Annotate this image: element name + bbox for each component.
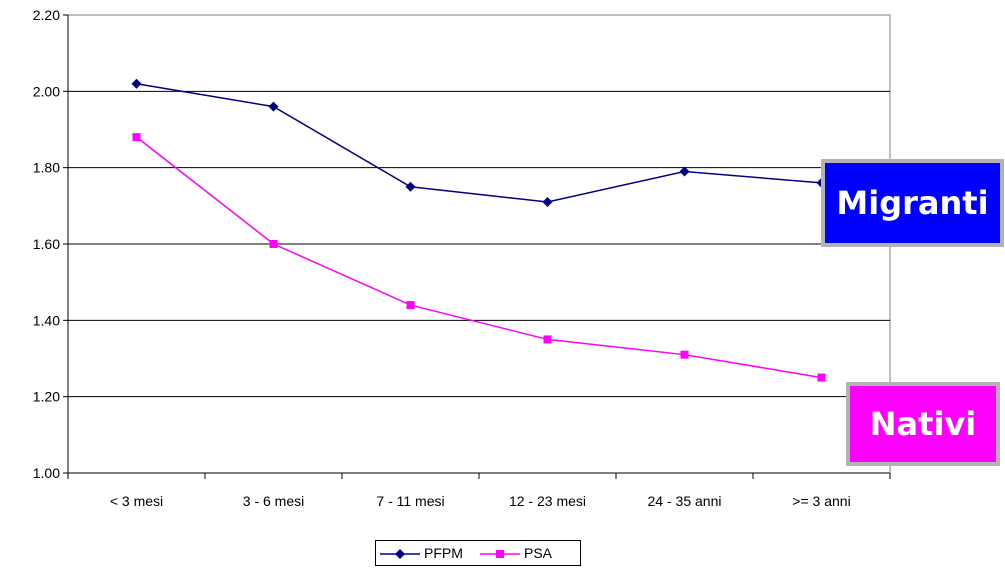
data-point-psa [680, 350, 689, 359]
legend-label-psa: PSA [524, 545, 553, 561]
x-tick-label: 7 - 11 mesi [376, 493, 444, 509]
legend: PFPM PSA [375, 540, 581, 566]
data-point-psa [543, 335, 552, 344]
y-tick-label: 1.20 [33, 389, 60, 405]
x-tick-label: 12 - 23 mesi [509, 493, 586, 509]
legend-label-pfpm: PFPM [424, 545, 463, 561]
x-tick-label: 24 - 35 anni [648, 493, 722, 509]
legend-marker-pfpm [395, 549, 405, 559]
y-tick-label: 2.20 [33, 7, 60, 23]
legend-marker-psa [496, 550, 504, 558]
data-point-pfpm [131, 78, 142, 89]
data-point-psa [269, 240, 278, 248]
y-tick-label: 2.00 [33, 83, 60, 99]
data-point-psa [132, 133, 141, 142]
callout-nativi: Nativi [846, 382, 1000, 466]
data-point-pfpm [542, 197, 553, 208]
series-line-pfpm [136, 82, 822, 203]
data-point-pfpm [268, 101, 279, 112]
y-tick-label: 1.40 [33, 312, 60, 328]
data-point-pfpm [679, 166, 690, 177]
x-tick-label: >= 3 anni [792, 493, 850, 509]
y-tick-label: 1.00 [33, 465, 60, 481]
data-point-psa [406, 301, 415, 310]
x-tick-label: 3 - 6 mesi [243, 493, 304, 509]
y-tick-label: 1.60 [33, 236, 60, 252]
data-point-psa [817, 373, 826, 382]
x-tick-label: < 3 mesi [110, 493, 163, 509]
data-point-pfpm [405, 181, 416, 192]
series-line-psa [136, 136, 822, 379]
y-tick-label: 1.80 [33, 160, 60, 176]
callout-migranti: Migranti [821, 159, 1004, 247]
